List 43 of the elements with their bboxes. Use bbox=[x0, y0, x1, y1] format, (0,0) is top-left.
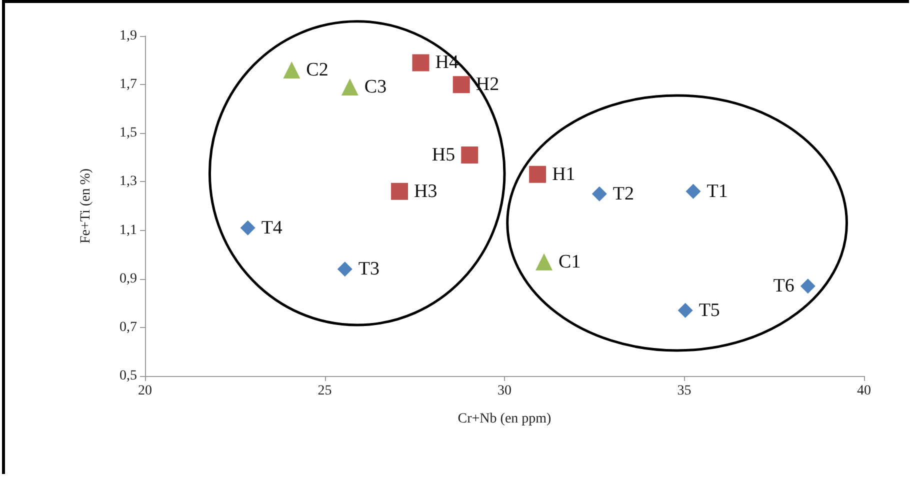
point bbox=[240, 220, 256, 236]
data-label: T3 bbox=[358, 258, 380, 280]
x-axis-title: Cr+Nb (en ppm) bbox=[458, 412, 552, 426]
point bbox=[678, 302, 693, 318]
data-label: T2 bbox=[612, 183, 634, 204]
y-axis-title: Fe+Ti (en %) bbox=[78, 168, 94, 244]
y-tick-label: 1,3 bbox=[120, 174, 137, 190]
point bbox=[529, 166, 546, 183]
data-label: T6 bbox=[773, 276, 794, 297]
data-label: C1 bbox=[558, 251, 581, 272]
point bbox=[800, 278, 816, 294]
x-tick-label: 30 bbox=[498, 384, 512, 398]
y-tick-label: 0,7 bbox=[120, 320, 137, 335]
point bbox=[341, 78, 358, 96]
x-tick-label: 35 bbox=[677, 384, 692, 398]
point bbox=[452, 76, 470, 94]
y-tick-label: 0,5 bbox=[120, 368, 137, 384]
y-tick-label: 1,7 bbox=[120, 77, 137, 92]
x-tick-label: 40 bbox=[857, 384, 871, 398]
y-tick-label: 1,5 bbox=[120, 126, 137, 141]
y-tick-label: 1,9 bbox=[120, 28, 137, 44]
point bbox=[283, 62, 300, 78]
point bbox=[461, 146, 478, 164]
point bbox=[412, 54, 430, 72]
data-label: T5 bbox=[698, 300, 720, 321]
point bbox=[686, 184, 701, 199]
point bbox=[592, 186, 607, 202]
data-label: H2 bbox=[476, 74, 500, 96]
x-tick-label: 20 bbox=[138, 384, 152, 398]
point bbox=[391, 182, 408, 200]
point bbox=[536, 253, 553, 270]
data-label: H5 bbox=[432, 144, 456, 166]
data-label: T1 bbox=[706, 180, 728, 202]
data-label: T4 bbox=[261, 217, 283, 238]
y-tick-label: 0,9 bbox=[120, 271, 137, 286]
data-label: C3 bbox=[364, 76, 387, 98]
x-tick-label: 25 bbox=[318, 384, 332, 398]
data-label: H1 bbox=[552, 164, 576, 185]
y-tick-label: 1,1 bbox=[120, 222, 137, 238]
data-label: C2 bbox=[306, 60, 328, 80]
data-label: H3 bbox=[414, 180, 438, 202]
data-label: H4 bbox=[435, 52, 459, 74]
point bbox=[337, 262, 352, 277]
